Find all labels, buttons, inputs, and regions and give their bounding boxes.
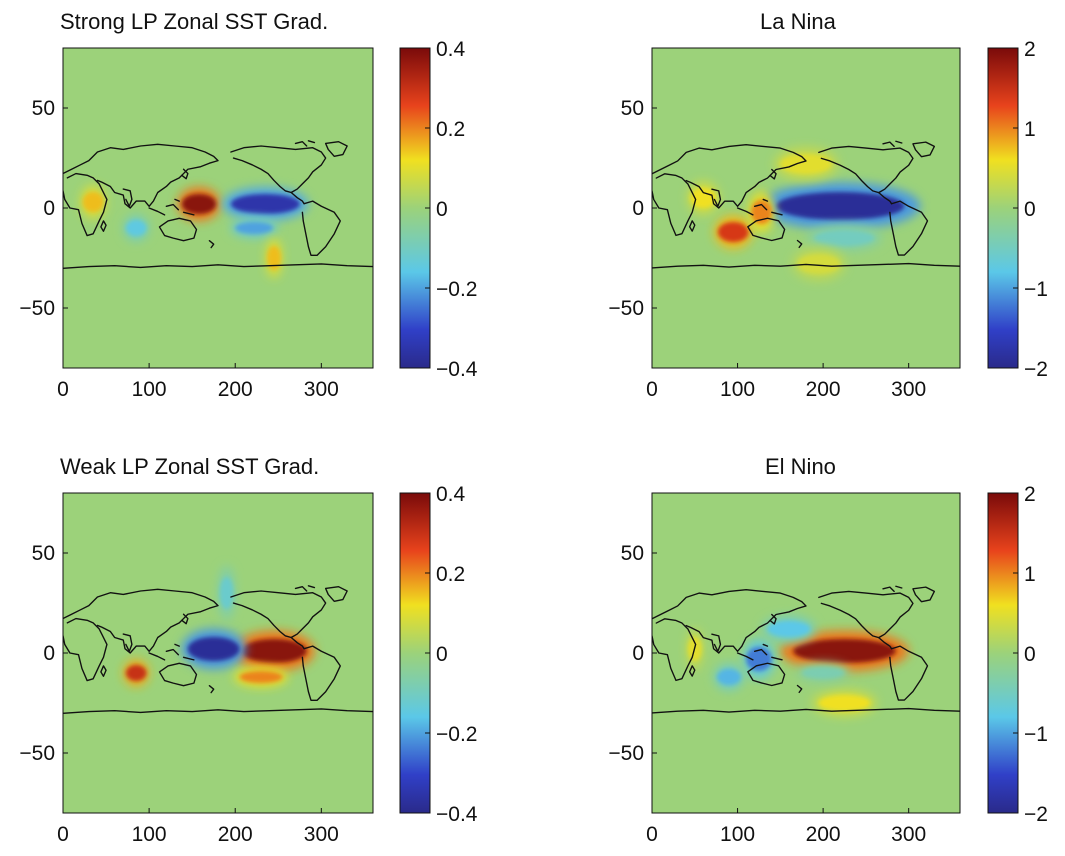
anomaly-core (230, 194, 300, 214)
colorbar-tick-label: −1 (1024, 723, 1048, 746)
anomaly-core (717, 669, 741, 685)
colorbar-ticks: 0.4 0.2 0 −0.2 −0.4 (425, 483, 478, 826)
anomaly-core (125, 665, 147, 681)
y-tick-label: 50 (621, 542, 644, 565)
colorbar-tick-label: −1 (1024, 278, 1048, 301)
anomaly-core (690, 188, 717, 208)
y-tick-label: 0 (632, 642, 644, 665)
x-tick-label: 300 (891, 823, 926, 846)
y-tick-label: −50 (19, 742, 55, 765)
anomaly-core (181, 194, 217, 214)
colorbar-tick-label: −0.4 (436, 358, 478, 381)
anomaly-core (267, 246, 281, 270)
panel-title: Weak LP Zonal SST Grad. (60, 454, 319, 479)
x-tick-label: 0 (57, 823, 69, 846)
anomaly-core (793, 639, 896, 663)
x-tick-label: 100 (720, 378, 755, 401)
x-tick-label: 0 (646, 823, 658, 846)
anomaly-core (82, 192, 104, 212)
colorbar-tick-label: 0.2 (436, 118, 465, 141)
colorbar-ticks: 0.4 0.2 0 −0.2 −0.4 (425, 38, 478, 381)
anomaly-core (219, 577, 234, 609)
y-tick-label: 0 (43, 642, 55, 665)
anomaly-core (814, 230, 875, 246)
colorbar-tick-label: 0.4 (436, 38, 466, 61)
colorbar-tick-label: 2 (1024, 38, 1036, 61)
colorbar-ticks: 2 1 0 −1 −2 (1013, 38, 1048, 381)
x-tick-label: 300 (891, 378, 926, 401)
x-tick-label: 100 (720, 823, 755, 846)
colorbar-tick-label: −0.4 (436, 803, 478, 826)
colorbar-tick-label: −0.2 (436, 723, 477, 746)
anomaly-core (801, 667, 845, 679)
x-tick-label: 200 (806, 378, 841, 401)
colorbar-ticks: 2 1 0 −1 −2 (1013, 483, 1048, 826)
x-tick-label: 200 (218, 823, 253, 846)
anomaly-core (717, 222, 749, 242)
anomaly-core (780, 154, 832, 174)
anomaly-core (187, 637, 240, 661)
y-tick-label: 50 (621, 97, 644, 120)
colorbar-tick-label: 0.4 (436, 483, 466, 506)
anomaly-core (818, 695, 871, 711)
y-tick-label: 50 (32, 542, 55, 565)
anomaly-core (751, 200, 772, 224)
y-tick-label: 0 (43, 197, 55, 220)
axes: 0 100 200 300 50 0 −50 (19, 542, 338, 846)
panel-title: Strong LP Zonal SST Grad. (60, 9, 328, 34)
y-tick-label: −50 (608, 742, 644, 765)
anomaly-core (776, 192, 905, 220)
x-tick-label: 100 (132, 823, 167, 846)
colorbar-tick-label: 0 (1024, 643, 1036, 666)
colorbar-tick-label: 0.2 (436, 563, 465, 586)
y-tick-label: −50 (19, 297, 55, 320)
anomaly-core (767, 621, 811, 637)
anomaly-field (686, 615, 909, 717)
panel-el-nino: El Nino 0 100 200 300 50 0 −50 2 1 0 −1 −2 (608, 454, 1048, 846)
x-tick-label: 0 (646, 378, 658, 401)
y-tick-label: 0 (632, 197, 644, 220)
anomaly-core (235, 222, 274, 234)
colorbar-tick-label: −2 (1024, 358, 1048, 381)
x-tick-label: 200 (218, 378, 253, 401)
x-tick-label: 100 (132, 378, 167, 401)
x-tick-label: 200 (806, 823, 841, 846)
anomaly-core (241, 639, 307, 663)
anomaly-core (797, 254, 841, 274)
colorbar-tick-label: 1 (1024, 563, 1036, 586)
y-tick-label: 50 (32, 97, 55, 120)
colorbar (399, 492, 431, 814)
anomaly-core (125, 220, 147, 236)
axes: 0 100 200 300 50 0 −50 (608, 97, 926, 401)
x-tick-label: 0 (57, 378, 69, 401)
colorbar-tick-label: 1 (1024, 118, 1036, 141)
colorbar-tick-label: 2 (1024, 483, 1036, 506)
anomaly-field (80, 185, 309, 279)
panel-la-nina: La Nina 0 100 200 300 50 0 −50 2 1 0 −1 −2 (608, 9, 1048, 401)
panel-weak-lp-zonal-sst-grad: Weak LP Zonal SST Grad. 0 100 200 300 50 0 −50… (19, 454, 477, 846)
panel-strong-lp-zonal-sst-grad: Strong LP Zonal SST Grad. 0 100 200 300 50 0 −… (19, 9, 477, 401)
colorbar-tick-label: −2 (1024, 803, 1048, 826)
x-tick-label: 300 (304, 823, 339, 846)
colorbar-tick-label: −0.2 (436, 278, 477, 301)
anomaly-core (239, 671, 283, 683)
panel-title: El Nino (765, 454, 836, 479)
axes: 0 100 200 300 50 0 −50 (19, 97, 338, 401)
y-tick-label: −50 (608, 297, 644, 320)
axes: 0 100 200 300 50 0 −50 (608, 542, 926, 846)
colorbar-tick-label: 0 (436, 643, 448, 666)
colorbar-tick-label: 0 (1024, 198, 1036, 221)
colorbar-tick-label: 0 (436, 198, 448, 221)
panel-title: La Nina (760, 9, 837, 34)
x-tick-label: 300 (304, 378, 339, 401)
